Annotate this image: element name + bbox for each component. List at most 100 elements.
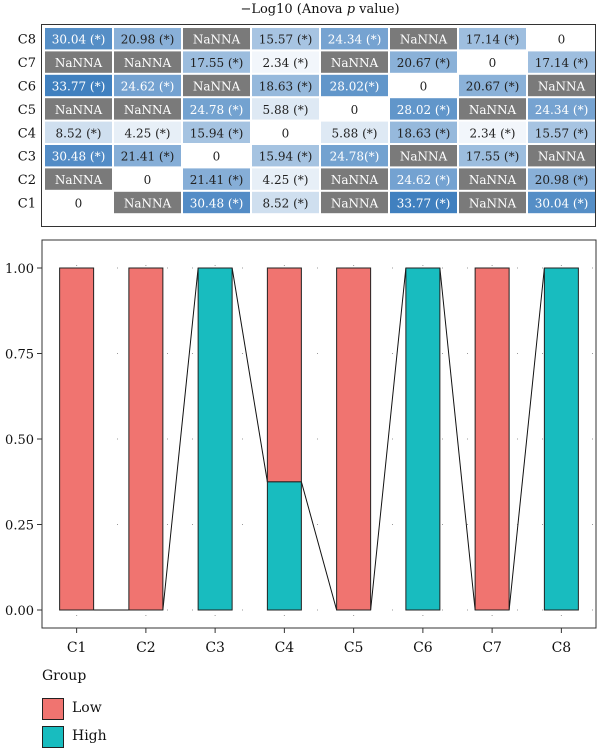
heatmap-cell-label: 5.88 (*): [263, 103, 309, 117]
heatmap-cell-label: NaNNA: [331, 197, 379, 211]
heatmap-cell: [114, 168, 181, 190]
heatmap-cell: [321, 28, 388, 50]
heatmap-cell-label: 33.77 (*): [397, 197, 451, 211]
heatmap-cell: [528, 168, 595, 190]
heatmap-cell-label: 0: [558, 33, 566, 47]
heatmap-title-prefix: −Log10 (Anova: [240, 2, 347, 17]
heatmap-cell-label: 15.57 (*): [535, 126, 589, 140]
heatmap-cell-label: 30.04 (*): [535, 197, 589, 211]
pvalue-heatmap: C8 30.04 (*) 20.98 (*) NaNNA 15.57 (*) 24.34 …: [18, 28, 595, 214]
heatmap-cell-label: NaNNA: [400, 150, 448, 164]
heatmap-cell: [528, 28, 595, 50]
x-tick-label: C5: [344, 640, 364, 656]
bar-segment-low: [474, 267, 510, 611]
heatmap-cell-label: 18.63 (*): [259, 80, 313, 94]
heatmap-cell: [390, 168, 457, 190]
heatmap-cell: [45, 121, 112, 143]
heatmap-cell-label: 0: [489, 56, 497, 70]
heatmap-cell: [183, 51, 250, 73]
heatmap-cell-label: 24.62 (*): [397, 173, 451, 187]
x-tick-label: C7: [482, 640, 502, 656]
x-tick-label: C2: [136, 640, 156, 656]
heatmap-cell-label: 30.04 (*): [52, 33, 106, 47]
heatmap-cell: [252, 28, 319, 50]
heatmap-cell: [459, 145, 526, 167]
heatmap-cell-label: 5.88 (*): [332, 126, 378, 140]
heatmap-cell: [321, 191, 388, 214]
heatmap-cell-label: NaNNA: [55, 103, 103, 117]
heatmap-cell: [528, 145, 595, 167]
heatmap-cell-label: 24.78 (*): [190, 103, 244, 117]
heatmap-row-label: C6: [18, 80, 36, 95]
heatmap-cell: [321, 98, 388, 120]
heatmap-row-label: C1: [18, 197, 36, 212]
heatmap-cell: [252, 74, 319, 97]
heatmap-cell: [390, 74, 457, 97]
heatmap-row-label: C5: [18, 103, 36, 118]
heatmap-cell: [45, 98, 112, 120]
heatmap-cell: [459, 28, 526, 50]
heatmap-cell-label: 0: [282, 126, 290, 140]
heatmap-cell: [321, 145, 388, 167]
heatmap-cell-label: NaNNA: [331, 56, 379, 70]
flow-line: [300, 481, 338, 611]
heatmap-cell-label: 2.34 (*): [263, 56, 309, 70]
flow-line: [439, 267, 476, 611]
heatmap-cell-label: 8.52 (*): [263, 197, 309, 211]
heatmap-cell: [459, 121, 526, 143]
heatmap-cell-label: 20.67 (*): [466, 80, 520, 94]
heatmap-cell-label: NaNNA: [538, 150, 586, 164]
heatmap-cell-label: 0: [75, 197, 83, 211]
heatmap-cell: [114, 28, 181, 50]
x-tick-label: C1: [67, 640, 87, 656]
heatmap-cell: [528, 121, 595, 143]
heatmap-row-label: C2: [18, 173, 36, 188]
heatmap-cell: [459, 98, 526, 120]
legend-label-high: High: [72, 728, 107, 744]
heatmap-cell-label: NaNNA: [55, 173, 103, 187]
y-tick-label: 0.75: [5, 348, 34, 363]
heatmap-cell: [321, 74, 388, 97]
heatmap-cell: [45, 168, 112, 190]
heatmap-cell: [183, 74, 250, 97]
heatmap-cell-label: 30.48 (*): [52, 150, 106, 164]
heatmap-cell: [183, 145, 250, 167]
bar-segment-low: [266, 267, 302, 483]
legend-swatch-high: [42, 726, 64, 748]
heatmap-cell: [183, 121, 250, 143]
x-tick-label: C4: [275, 640, 295, 656]
heatmap-cell-label: 17.55 (*): [190, 56, 244, 70]
heatmap-cell: [114, 74, 181, 97]
heatmap-cell-label: NaNNA: [400, 33, 448, 47]
y-tick-label: 0.50: [5, 433, 34, 448]
heatmap-cell: [321, 51, 388, 73]
bar-segment-high: [543, 267, 579, 611]
heatmap-cell: [45, 51, 112, 73]
heatmap-row-label: C8: [18, 33, 36, 48]
heatmap-cell-label: 24.34 (*): [328, 33, 382, 47]
heatmap-cell-label: NaNNA: [469, 197, 517, 211]
heatmap-title: −Log10 (Anova p value): [40, 2, 600, 20]
heatmap-cell-label: NaNNA: [193, 80, 241, 94]
legend-label-low: Low: [72, 700, 102, 716]
heatmap-cell-label: 2.34 (*): [470, 126, 516, 140]
heatmap-cell-label: 4.25 (*): [125, 126, 171, 140]
heatmap-cell: [183, 98, 250, 120]
x-tick-label: C3: [205, 640, 225, 656]
heatmap-cell-label: NaNNA: [469, 173, 517, 187]
heatmap-cell-label: 21.41 (*): [190, 173, 244, 187]
heatmap-cell: [252, 191, 319, 214]
heatmap-cell: [528, 74, 595, 97]
heatmap-row-label: C7: [18, 56, 36, 71]
heatmap-cell: [183, 191, 250, 214]
legend-swatch-low: [42, 698, 64, 720]
heatmap-cell: [528, 51, 595, 73]
bar-segment-high: [197, 267, 233, 611]
heatmap-cell: [114, 98, 181, 120]
heatmap-cell-label: NaNNA: [124, 197, 172, 211]
heatmap-cell-label: 24.62 (*): [121, 80, 175, 94]
heatmap-cell: [114, 191, 181, 214]
y-tick-label: 0.25: [5, 519, 34, 534]
heatmap-cell-label: 0: [144, 173, 152, 187]
heatmap-row-label: C4: [18, 126, 36, 141]
